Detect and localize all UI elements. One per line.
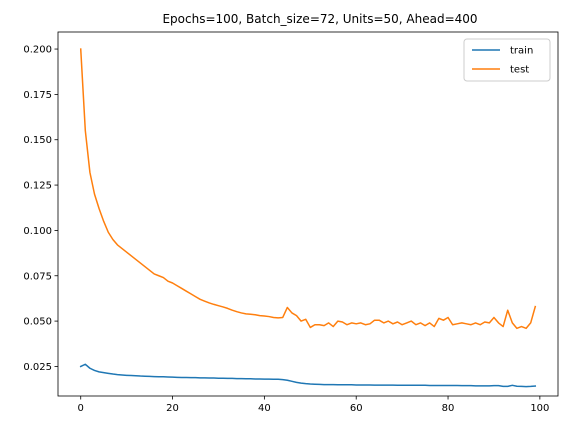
series-line-test [79, 48, 537, 330]
x-tick-label: 80 [442, 403, 455, 414]
y-tick-label: 0.150 [23, 135, 52, 146]
legend-label-test: test [510, 65, 529, 76]
y-tick-label: 0.175 [23, 90, 52, 101]
y-tick-label: 0.200 [23, 45, 52, 56]
legend: train test [463, 38, 551, 82]
axes-layer: 0 20 40 60 80 100 0.025 0.050 0.075 0.100 0.125 0.1… [23, 45, 549, 414]
y-tick-label: 0.100 [23, 226, 52, 237]
series-layer [79, 48, 537, 388]
x-tick-label: 100 [530, 403, 549, 414]
plot-area [58, 32, 558, 396]
y-tick-label: 0.125 [23, 181, 52, 192]
legend-box [463, 38, 551, 82]
series-line-train [79, 363, 537, 388]
chart-title: Epochs=100, Batch_size=72, Units=50, Ahe… [162, 12, 477, 26]
plot-frame [57, 31, 559, 397]
legend-label-train: train [510, 46, 533, 57]
y-tick-label: 0.050 [23, 317, 52, 328]
x-tick-label: 0 [78, 403, 84, 414]
x-tick-label: 60 [350, 403, 363, 414]
x-tick-label: 20 [166, 403, 179, 414]
x-tick-label: 40 [258, 403, 271, 414]
y-tick-label: 0.075 [23, 271, 52, 282]
y-tick-label: 0.025 [23, 362, 52, 373]
